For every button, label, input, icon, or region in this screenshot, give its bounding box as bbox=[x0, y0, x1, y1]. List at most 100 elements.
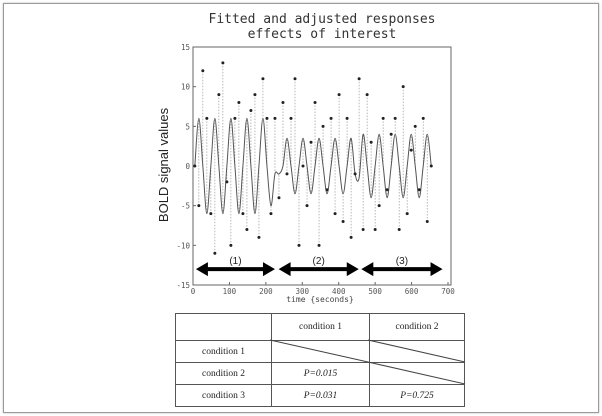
arrow-head-left bbox=[361, 262, 374, 277]
data-point bbox=[197, 204, 201, 208]
data-point bbox=[365, 93, 369, 97]
data-point bbox=[261, 77, 265, 81]
data-point bbox=[349, 235, 353, 239]
data-point bbox=[221, 61, 225, 65]
data-point bbox=[429, 164, 433, 168]
data-point bbox=[325, 188, 329, 192]
data-point bbox=[329, 116, 333, 120]
data-point bbox=[305, 204, 309, 208]
data-point bbox=[309, 140, 313, 144]
arrow-head-left bbox=[278, 262, 291, 277]
data-point bbox=[265, 116, 269, 120]
x-tick-label: 100 bbox=[223, 287, 237, 296]
data-point bbox=[285, 172, 289, 176]
chart-title-line-1: Fitted and adjusted responses bbox=[209, 12, 436, 27]
x-tick-label: 0 bbox=[191, 287, 196, 296]
data-point bbox=[205, 116, 209, 120]
row-header: condition 3 bbox=[175, 384, 272, 407]
fitted-line bbox=[194, 117, 432, 215]
p-value: P=0.015 bbox=[303, 368, 338, 379]
data-point bbox=[317, 243, 321, 247]
x-axis-label: time {seconds} bbox=[286, 295, 353, 304]
arrow-head-right bbox=[430, 262, 443, 277]
table-cell: P=0.725 bbox=[369, 384, 465, 407]
p-value: P=0.725 bbox=[400, 390, 434, 401]
data-point bbox=[213, 251, 217, 255]
data-point bbox=[405, 212, 409, 216]
x-tick-label: 500 bbox=[368, 287, 382, 296]
data-point bbox=[385, 188, 389, 192]
data-point bbox=[233, 116, 237, 120]
y-tick-label: 5 bbox=[185, 122, 190, 131]
data-point bbox=[345, 116, 349, 120]
data-point bbox=[413, 124, 417, 128]
data-point bbox=[417, 188, 421, 192]
data-point bbox=[209, 212, 213, 216]
data-point bbox=[277, 196, 281, 200]
chart-title-line-2: effects of interest bbox=[248, 27, 397, 42]
table-cell bbox=[369, 340, 465, 363]
row-header: condition 2 bbox=[175, 362, 272, 385]
data-point bbox=[253, 93, 257, 97]
p-value-table: condition 1 condition 2 condition 1 cond… bbox=[175, 313, 465, 407]
data-point bbox=[217, 93, 221, 97]
y-axis-label: BOLD signal values bbox=[156, 107, 171, 222]
y-tick-label: 0 bbox=[185, 162, 190, 171]
y-tick-label: 10 bbox=[181, 83, 191, 92]
data-point bbox=[297, 243, 301, 247]
segment-label: (1) bbox=[229, 256, 241, 267]
data-point bbox=[381, 116, 385, 120]
data-point bbox=[201, 69, 205, 73]
y-tick-label: -10 bbox=[176, 241, 190, 250]
row-header: condition 1 bbox=[175, 340, 272, 363]
figure-frame bbox=[3, 3, 599, 413]
plot-area bbox=[192, 46, 452, 286]
p-value: P=0.031 bbox=[303, 390, 338, 401]
table-row: condition 2 P=0.015 bbox=[175, 362, 465, 385]
data-point bbox=[353, 172, 357, 176]
data-point bbox=[313, 101, 317, 105]
data-point bbox=[361, 227, 365, 231]
segment-label: (2) bbox=[313, 256, 325, 267]
data-point bbox=[237, 101, 241, 105]
column-header: condition 1 bbox=[271, 313, 370, 341]
data-point bbox=[425, 220, 429, 224]
table-row: condition 1 bbox=[175, 340, 465, 363]
arrow-head-left bbox=[195, 262, 208, 277]
data-point bbox=[389, 132, 393, 136]
data-point bbox=[421, 116, 425, 120]
data-point bbox=[245, 227, 249, 231]
table-row: condition 3 P=0.031 P=0.725 bbox=[175, 384, 465, 407]
data-point bbox=[269, 212, 273, 216]
data-point bbox=[281, 101, 285, 105]
data-point bbox=[225, 180, 229, 184]
column-header: condition 2 bbox=[369, 313, 465, 341]
data-point bbox=[229, 243, 233, 247]
data-point bbox=[377, 204, 381, 208]
y-tick-label: -15 bbox=[176, 281, 190, 290]
table-corner-cell bbox=[175, 313, 272, 341]
data-point bbox=[369, 140, 373, 144]
x-tick-label: 300 bbox=[296, 287, 310, 296]
x-tick-label: 600 bbox=[405, 287, 419, 296]
x-tick-label: 700 bbox=[441, 287, 455, 296]
data-point bbox=[193, 164, 197, 168]
data-point bbox=[409, 148, 413, 152]
data-point bbox=[341, 220, 345, 224]
arrow-head-right bbox=[262, 262, 275, 277]
x-tick-label: 400 bbox=[332, 287, 346, 296]
data-point bbox=[373, 227, 377, 231]
chart: Fitted and adjusted responses effects of… bbox=[156, 12, 455, 304]
table-cell: P=0.015 bbox=[271, 362, 370, 385]
y-tick-label: -5 bbox=[181, 202, 190, 211]
data-point bbox=[397, 227, 401, 231]
data-point bbox=[321, 124, 325, 128]
arrow-head-right bbox=[346, 262, 359, 277]
data-point bbox=[249, 108, 253, 112]
data-point bbox=[241, 212, 245, 216]
data-point bbox=[333, 212, 337, 216]
table-cell: P=0.031 bbox=[271, 384, 370, 407]
data-point bbox=[273, 116, 277, 120]
y-tick-label: 15 bbox=[181, 43, 190, 52]
data-point bbox=[293, 77, 297, 81]
